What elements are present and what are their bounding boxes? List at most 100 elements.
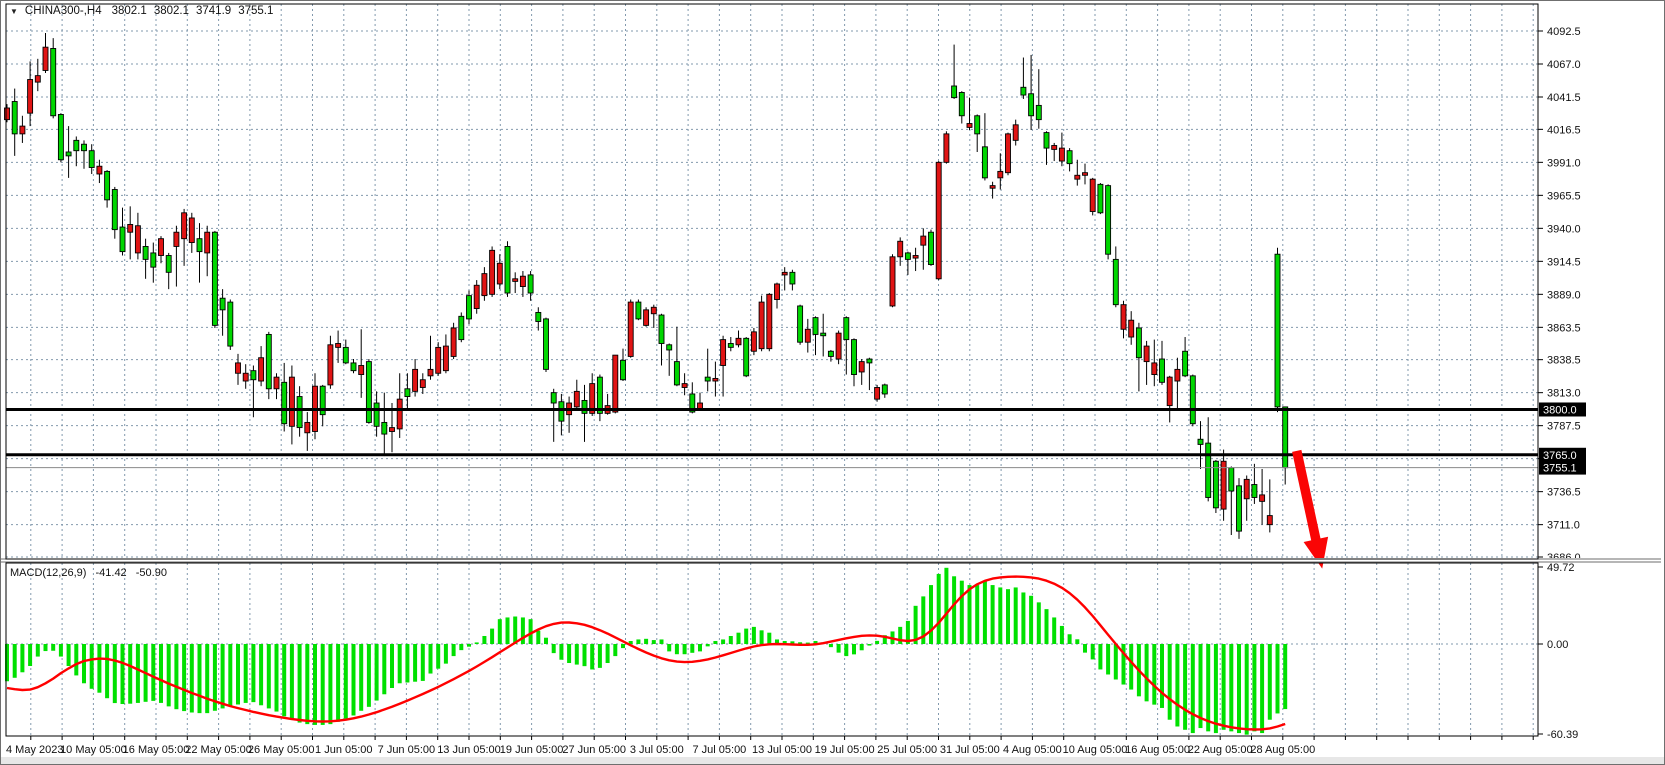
- candle-body: [1159, 358, 1165, 383]
- macd-histogram-bar: [1029, 595, 1034, 644]
- macd-histogram-bar: [428, 644, 433, 674]
- candle-body: [527, 274, 534, 294]
- macd-histogram-bar: [790, 641, 795, 644]
- macd-histogram-bar: [828, 644, 833, 648]
- macd-histogram-bar: [559, 644, 564, 660]
- macd-histogram-bar: [690, 644, 695, 653]
- candle-body: [1266, 515, 1273, 526]
- candle-body: [928, 231, 934, 266]
- macd-histogram-bar: [751, 626, 756, 644]
- candle-body: [1205, 442, 1212, 498]
- candle-body: [496, 262, 503, 285]
- candle-body: [897, 240, 904, 258]
- macd-histogram-bar: [736, 632, 741, 644]
- candle-body: [912, 255, 919, 259]
- macd-histogram-bar: [590, 644, 595, 670]
- candle-body: [1005, 133, 1011, 174]
- panel-separator-gap: [1, 558, 1664, 563]
- macd-histogram-bar: [1244, 644, 1249, 735]
- annotation-arrow-shaft[interactable]: [1292, 449, 1322, 545]
- macd-histogram-bar: [266, 644, 271, 709]
- macd-histogram-bar: [682, 644, 687, 655]
- macd-histogram-bar: [58, 644, 63, 657]
- price-badge-label: 3765.0: [1543, 450, 1577, 462]
- candle-body: [858, 361, 865, 373]
- macd-histogram-bar: [921, 596, 926, 644]
- candle-body: [211, 231, 218, 326]
- time-tick-label: 10 Aug 05:00: [1063, 744, 1128, 756]
- macd-histogram-bar: [212, 644, 217, 711]
- price-tick-label: 3965.5: [1547, 190, 1581, 202]
- candle-body: [204, 231, 211, 254]
- candle-body: [727, 343, 734, 348]
- macd-histogram-bar: [875, 640, 880, 644]
- candle-body: [573, 390, 580, 408]
- time-tick-label: 13 Jun 05:00: [437, 744, 501, 756]
- time-tick-label: 4 May 2023: [6, 744, 63, 756]
- ohlc-high: 3802.1: [153, 5, 189, 17]
- macd-histogram-bar: [936, 573, 941, 644]
- macd-histogram-bar: [43, 644, 48, 652]
- macd-histogram-bar: [1167, 644, 1172, 720]
- candle-body: [389, 427, 395, 432]
- macd-histogram-bar: [351, 644, 356, 716]
- candle-body: [365, 361, 372, 423]
- macd-histogram-bar: [490, 628, 495, 644]
- macd-histogram-bar: [759, 630, 764, 644]
- macd-histogram-bar: [852, 644, 856, 655]
- dropdown-triangle-icon[interactable]: ▼: [10, 6, 18, 16]
- macd-histogram-bar: [929, 585, 933, 644]
- candle-body: [319, 385, 326, 416]
- candle-body: [1066, 150, 1073, 165]
- candle-body: [165, 255, 172, 273]
- macd-histogram-bar: [597, 644, 602, 668]
- window-bottom-edge: [1, 757, 1664, 764]
- time-tick-label: 13 Jul 05:00: [752, 744, 812, 756]
- time-tick-label: 3 Jul 05:00: [630, 744, 684, 756]
- candle-body: [589, 383, 596, 414]
- candle-body: [635, 301, 642, 320]
- macd-panel-frame: [5, 562, 1539, 737]
- macd-histogram-bar: [651, 640, 656, 644]
- candle-body: [804, 328, 811, 343]
- price-tick-label: 4041.5: [1547, 92, 1581, 104]
- time-tick-label: 10 May 05:00: [60, 744, 127, 756]
- candle-body: [1058, 147, 1065, 162]
- macd-histogram-bar: [582, 644, 587, 667]
- candle-body: [1282, 406, 1289, 469]
- macd-histogram-bar: [767, 632, 772, 644]
- macd-histogram-bar: [744, 628, 749, 644]
- candle-body: [11, 101, 18, 135]
- macd-tick-label: -60.39: [1547, 729, 1578, 741]
- macd-histogram-bar: [667, 644, 672, 652]
- macd-histogram-bar: [544, 637, 548, 644]
- candle-body: [335, 343, 342, 348]
- macd-histogram-bar: [5, 644, 9, 682]
- candle-body: [1166, 376, 1173, 407]
- macd-histogram-bar: [20, 644, 25, 673]
- macd-name: MACD(12,26,9): [10, 567, 87, 579]
- candle-body: [720, 339, 727, 366]
- candle-body: [373, 402, 380, 427]
- candle-body: [188, 217, 195, 244]
- candle-body: [1012, 124, 1019, 141]
- macd-histogram-bar: [220, 644, 225, 709]
- candle-body: [781, 271, 788, 276]
- candle-body: [350, 362, 357, 372]
- macd-histogram-bar: [1083, 644, 1087, 653]
- macd-histogram-bar: [82, 644, 86, 684]
- candle-body: [874, 387, 881, 400]
- time-tick-label: 31 Jul 05:00: [940, 744, 1000, 756]
- macd-histogram-bar: [1152, 644, 1157, 705]
- macd-histogram-bar: [1052, 617, 1057, 644]
- macd-histogram-bar: [505, 617, 510, 644]
- candle-body: [427, 368, 434, 377]
- candle-body: [57, 114, 64, 161]
- macd-histogram-bar: [628, 641, 633, 644]
- candle-body: [50, 48, 57, 117]
- candle-body: [419, 379, 426, 388]
- candle-body: [158, 238, 164, 256]
- candle-body: [358, 365, 365, 375]
- candle-body: [966, 123, 973, 128]
